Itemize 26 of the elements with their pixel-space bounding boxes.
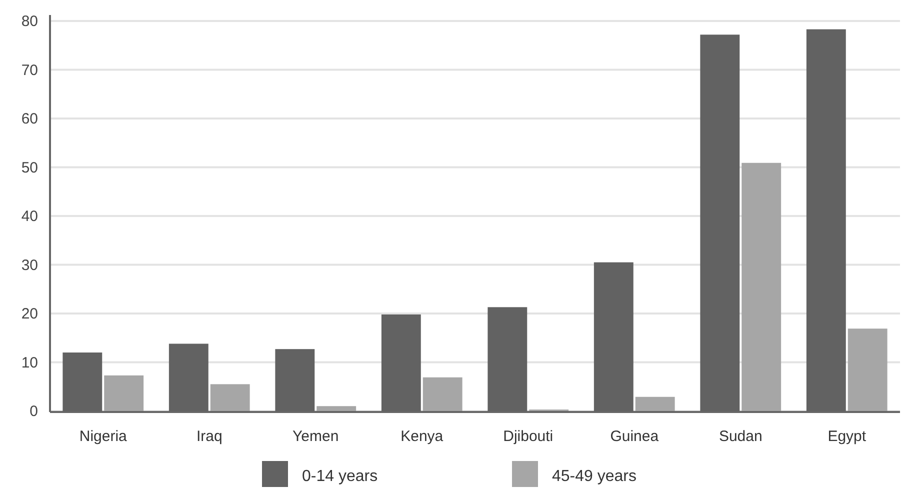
bar [104,375,144,411]
y-tick-label: 50 [21,159,38,176]
x-tick-label: Sudan [718,428,762,445]
x-tick-label: Guinea [610,428,660,445]
y-tick-label: 80 [21,13,38,30]
x-tick-label: Kenya [400,428,444,445]
y-tick-label: 10 [21,354,38,372]
y-tick-label: 20 [21,306,38,322]
x-tick-label: Yemen [292,428,339,445]
y-tick-label: 70 [21,62,38,79]
x-tick-label: Djibouti [503,428,554,445]
bar [422,377,462,411]
bar [742,162,782,411]
y-tick-label: 60 [21,110,38,128]
x-tick-label: Iraq [196,428,222,445]
legend-label: 0-14 years [302,468,378,485]
y-tick-label: 40 [21,208,38,225]
bar [316,406,356,411]
bar [635,396,675,411]
bar [210,384,250,411]
legend-label: 45-49 years [552,468,636,485]
y-tick-label: 0 [30,403,38,420]
x-tick-label: Nigeria [79,428,128,445]
y-tick-label: 30 [21,256,38,274]
x-tick-label: Egypt [828,428,867,445]
bar [848,328,888,411]
